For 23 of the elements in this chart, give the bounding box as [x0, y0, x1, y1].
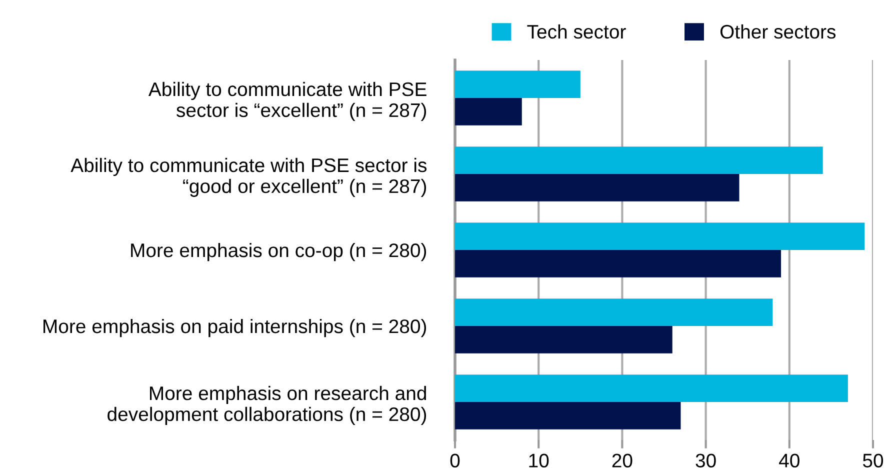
bar [455, 70, 580, 98]
bar [455, 222, 865, 250]
x-tick-label: 10 [529, 454, 549, 468]
y-tick-label: Ability to communicate with PSE sector is “good or excellent” (n = 287) [70, 158, 427, 197]
bar [455, 250, 782, 278]
x-tick-label: 30 [696, 454, 716, 468]
bar [455, 174, 740, 202]
bar [455, 402, 681, 430]
x-tick-label: 50 [862, 454, 884, 468]
y-tick-label: More emphasis on research and development collaborations (n = 280) [108, 386, 426, 425]
bar [455, 298, 773, 326]
y-tick-label: More emphasis on co-op (n = 280) [131, 242, 426, 262]
y-tick-label: Ability to communicate with PSE sector is “excellent” (n = 287) [148, 82, 426, 121]
bar [455, 98, 522, 126]
legend-label: Other sectors [720, 24, 836, 39]
bar [455, 374, 848, 402]
x-tick-label: 0 [450, 454, 460, 468]
bar [455, 146, 823, 174]
x-tick-label: 20 [612, 454, 632, 468]
bar [455, 326, 672, 354]
x-tick-label: 40 [779, 454, 800, 468]
legend-label: Tech sector [527, 24, 626, 39]
y-tick-label: More emphasis on paid internships (n = 280) [44, 318, 426, 338]
